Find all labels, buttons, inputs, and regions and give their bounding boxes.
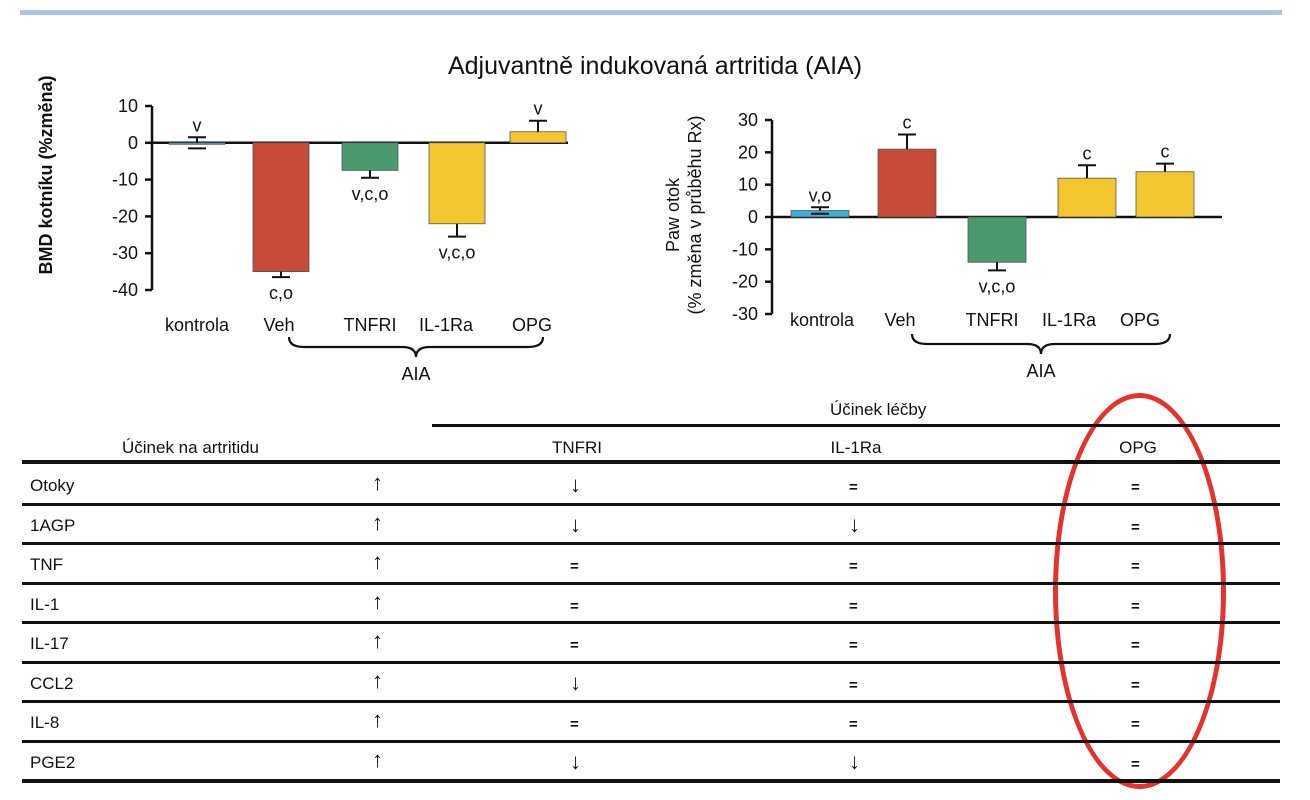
row-label: Otoky (30, 476, 75, 495)
bar (1135, 171, 1195, 218)
bar (1057, 177, 1117, 218)
equal-sign: = (849, 676, 858, 694)
category-label: IL-1Ra (1042, 310, 1097, 330)
table-column-header: IL-1Ra (830, 438, 882, 457)
row-label: PGE2 (30, 752, 76, 772)
y-tick-label: -30 (732, 304, 758, 324)
row-label: 1AGP (30, 515, 76, 535)
bar-annotation: v,c,o (439, 243, 476, 263)
y-tick-label: 30 (738, 110, 758, 130)
y-tick-label: -10 (112, 170, 138, 190)
equal-sign: = (849, 479, 858, 496)
arrow-down-icon: ↓ (570, 748, 581, 774)
y-axis-label: Paw otok (% změna v průběhu Rx) (663, 115, 705, 314)
arrow-up-icon: ↑ (372, 667, 383, 693)
top-accent-bar (20, 10, 1282, 15)
y-tick-label: -30 (112, 243, 138, 263)
table-rule (22, 621, 1280, 624)
bar-annotation: v,c,o (979, 276, 1016, 296)
y-tick-label: 10 (118, 96, 138, 116)
category-label: TNFRI (966, 310, 1019, 330)
equal-sign: = (849, 637, 858, 654)
table-rule (22, 502, 1280, 506)
table-rule (22, 660, 1280, 664)
equal-sign: = (570, 637, 579, 654)
table-rule (432, 424, 1280, 427)
row-label: IL-8 (30, 713, 60, 732)
bar-annotation: v (534, 99, 543, 119)
category-label: Veh (884, 310, 915, 330)
group-brace (287, 336, 545, 358)
arrow-up-icon: ↑ (372, 549, 383, 574)
y-tick-label: -40 (112, 280, 138, 300)
bar (877, 148, 937, 218)
bar-annotation: c,o (269, 283, 293, 303)
equal-sign: = (849, 716, 858, 733)
group-label: AIA (401, 364, 430, 384)
group-label: AIA (1026, 361, 1055, 381)
table-group-header: Účinek léčby (830, 400, 927, 419)
table-column-header: TNFRI (551, 438, 603, 457)
arrow-up-icon: ↑ (372, 707, 383, 732)
equal-sign: = (570, 558, 579, 575)
table-rule (22, 779, 1280, 783)
y-tick-label: 0 (748, 207, 758, 227)
bar-annotation: c (903, 113, 912, 133)
row-label: IL-17 (30, 634, 69, 653)
bar-annotation: v (193, 115, 202, 135)
table-row-header: Účinek na artritidu (122, 438, 260, 457)
equal-sign: = (570, 716, 579, 733)
category-label: TNFRI (344, 315, 397, 335)
arrow-up-icon: ↑ (372, 470, 383, 495)
bar (967, 216, 1027, 263)
arrow-up-icon: ↑ (372, 628, 383, 653)
arrow-down-icon: ↓ (570, 472, 581, 497)
equal-sign: = (570, 597, 579, 615)
category-label: IL-1Ra (419, 315, 474, 335)
row-label: CCL2 (30, 673, 74, 693)
category-label: kontrola (165, 315, 230, 335)
arrow-down-icon: ↓ (570, 511, 581, 537)
table-rule (22, 460, 1280, 464)
equal-sign: = (849, 597, 858, 615)
category-label: OPG (1120, 310, 1160, 330)
arrow-down-icon: ↓ (570, 669, 581, 695)
y-axis-label: BMD kotníku (%změna) (36, 75, 56, 274)
y-tick-label: -10 (732, 239, 758, 259)
category-label: Veh (263, 315, 294, 335)
arrow-down-icon: ↓ (849, 748, 860, 774)
equal-sign: = (849, 558, 858, 575)
arrow-down-icon: ↓ (849, 511, 860, 537)
group-brace (910, 333, 1172, 355)
y-tick-label: -20 (112, 206, 138, 226)
opg-highlight-oval (1053, 393, 1226, 789)
paw-swelling-bar-chart: 30 20 10 0 -10 -20 -30 Paw otok (% změna v průbě… (663, 110, 1222, 381)
category-label: OPG (512, 315, 552, 335)
bar (252, 142, 310, 273)
row-label: TNF (30, 555, 64, 574)
table-rule (22, 581, 1280, 585)
bmd-bar-chart: 10 0 -10 -20 -30 -40 BMD kotníku (%změna) v c,o v… (36, 75, 568, 384)
table-rule (22, 542, 1280, 545)
bar-annotation: c (1161, 142, 1170, 162)
row-label: IL-1 (30, 594, 60, 614)
category-label: kontrola (790, 310, 855, 330)
y-tick-label: -20 (732, 272, 758, 292)
arrow-up-icon: ↑ (372, 588, 383, 614)
y-tick-label: 0 (128, 133, 138, 153)
y-tick-label: 20 (738, 142, 758, 162)
bar-annotation: v,o (809, 185, 832, 205)
bar-annotation: v,c,o (352, 184, 389, 204)
arrow-up-icon: ↑ (372, 509, 383, 535)
arrow-up-icon: ↑ (372, 746, 383, 772)
table-rule (22, 739, 1280, 743)
figure-title: Adjuvantně indukovaná artritida (AIA) (447, 52, 863, 80)
y-tick-label: 10 (738, 175, 758, 195)
table-rule (22, 700, 1280, 703)
bar-annotation: c (1083, 143, 1092, 163)
